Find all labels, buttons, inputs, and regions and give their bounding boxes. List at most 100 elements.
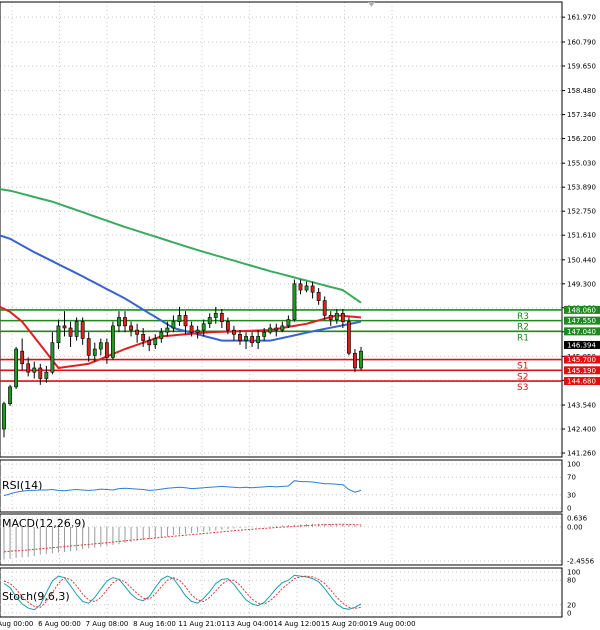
time-tick-label: 8 Aug 16:00 [133, 620, 176, 628]
price-tick-label: 161.970 [567, 14, 596, 22]
grid-lines [0, 2, 562, 617]
candle [38, 367, 43, 379]
rsi-title: RSI(14) [2, 479, 42, 492]
candle [171, 321, 176, 329]
r2-price-badge [564, 316, 600, 325]
indicator-tick-label: 0.00 [567, 523, 583, 531]
r2-price-label: 147.550 [567, 317, 596, 325]
price-tick-label: 151.610 [567, 232, 596, 240]
candle [183, 315, 188, 327]
r1-price-label: 147.040 [567, 328, 596, 336]
r3-label: R3 [517, 312, 529, 322]
price-tick-label: 149.300 [567, 280, 596, 288]
candle [159, 331, 164, 339]
macd-signal-line [3, 523, 362, 553]
candle [256, 336, 261, 344]
fast-moving-average-line [0, 306, 362, 370]
candle [165, 327, 170, 333]
candle [201, 323, 206, 331]
time-tick-label: 13 Aug 04:00 [226, 620, 273, 628]
macd-title: MACD(12,26,9) [2, 517, 86, 530]
candle [177, 315, 182, 322]
time-tick-label: 7 Aug 08:00 [86, 620, 129, 628]
candlesticks [2, 279, 363, 438]
candle [147, 340, 152, 346]
candle [92, 348, 97, 356]
time-tick-label: 11 Aug 21:01 [178, 620, 225, 628]
time-tick-label: 15 Aug 20:00 [321, 620, 368, 628]
price-tick-label: 141.260 [567, 450, 596, 458]
candle [310, 285, 315, 293]
indicator-tick-label: 70 [567, 474, 576, 482]
candle [189, 325, 194, 333]
moving-averages [0, 188, 362, 370]
candle [286, 319, 291, 327]
time-tick-label: 9 Aug 00:00 [0, 620, 33, 628]
candle [316, 291, 321, 301]
candle [262, 331, 267, 337]
scroll-arrow-icon[interactable] [368, 2, 375, 7]
candle [219, 312, 224, 322]
r1-price-badge [564, 327, 600, 336]
s1-price-label: 145.700 [567, 356, 596, 364]
price-tick-label: 155.030 [567, 160, 596, 168]
price-tick-label: 156.200 [567, 135, 596, 143]
candle [14, 348, 19, 388]
s1-price-badge [564, 355, 600, 364]
candle [56, 325, 61, 344]
time-tick-label: 14 Aug 12:00 [273, 620, 320, 628]
candle [26, 363, 31, 373]
macd-frame [0, 513, 563, 566]
time-axis: 9 Aug 00:00 6 Aug 00:00 7 Aug 08:00 8 Aug 1… [0, 620, 416, 628]
candle [104, 342, 109, 358]
candle [274, 327, 279, 331]
candle [346, 321, 351, 354]
panel-frames [0, 1, 563, 618]
candle [129, 325, 133, 331]
indicator-tick-label: -2.4556 [567, 558, 595, 566]
price-badges: 148.060 147.550 147.040 145.700 145.190 144.6… [564, 305, 600, 386]
candle [123, 317, 127, 327]
price-tick-label: 152.750 [567, 208, 596, 216]
price-tick-label: 150.440 [567, 256, 596, 264]
slow-moving-average-line [0, 188, 362, 304]
indicator-tick-label: 0.636 [567, 515, 588, 523]
indicator-tick-label: 0 [567, 505, 571, 513]
indicator-tick-label: 30 [567, 491, 576, 499]
r3-price-label: 148.060 [567, 306, 596, 314]
current-price-label: 146.394 [567, 341, 596, 349]
candle [268, 327, 273, 333]
candle [98, 342, 103, 350]
candle [8, 386, 12, 405]
candle [50, 342, 55, 373]
s3-price-label: 144.680 [567, 378, 596, 386]
price-axis: 161.970 160.790 159.650 158.480 157.340 156.2… [562, 14, 596, 458]
s2-price-badge [564, 366, 600, 375]
candle [359, 350, 363, 369]
candle [238, 334, 242, 341]
time-tick-label: 6 Aug 00:00 [38, 620, 81, 628]
mid-moving-average-line [0, 234, 362, 342]
candle [141, 334, 146, 341]
candle [244, 336, 248, 341]
price-tick-label: 157.340 [567, 111, 596, 119]
candle [353, 352, 357, 369]
s1-label: S1 [517, 362, 528, 372]
s2-price-label: 145.190 [567, 367, 596, 375]
main-frame [0, 1, 563, 458]
candle [213, 312, 218, 318]
candle [250, 336, 254, 344]
rsi-frame [0, 459, 563, 513]
rsi-line [3, 480, 362, 497]
candle [68, 327, 73, 337]
indicator-tick-label: 0 [567, 610, 571, 618]
candle [2, 403, 6, 430]
s2-label: S2 [517, 372, 528, 382]
indicator-tick-label: 100 [567, 461, 580, 469]
s3-label: S3 [517, 383, 528, 393]
